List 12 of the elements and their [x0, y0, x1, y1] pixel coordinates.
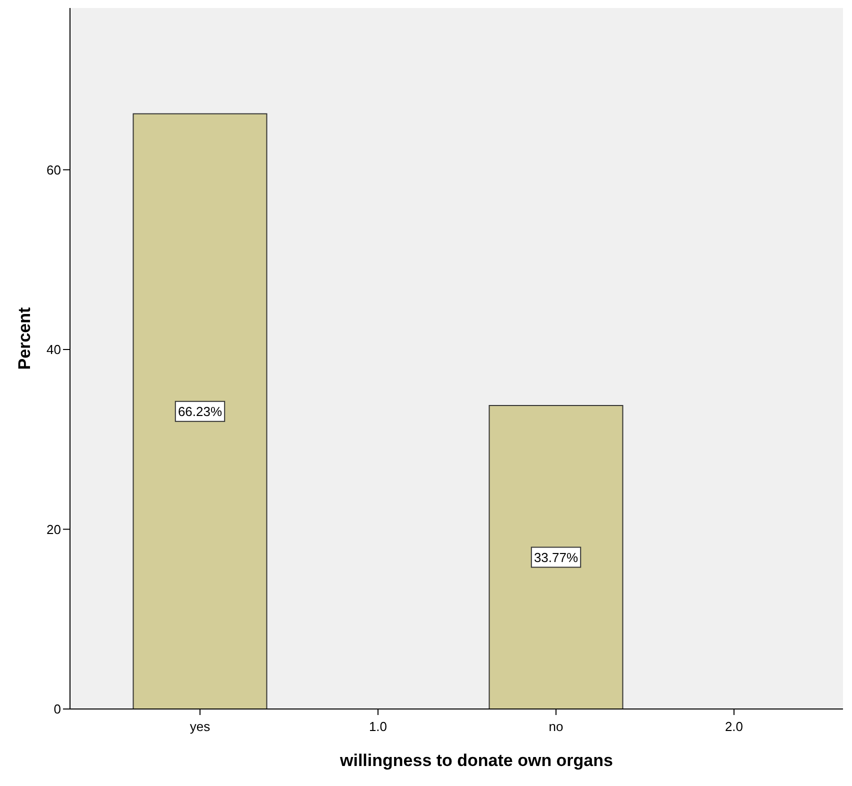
y-axis-title: Percent [15, 306, 34, 370]
x-axis-title: willingness to donate own organs [339, 751, 613, 770]
y-tick-label: 20 [46, 522, 61, 537]
data-label: 66.23% [178, 404, 222, 419]
x-tick-label: 2.0 [724, 719, 744, 734]
data-label: 33.77% [534, 550, 578, 565]
y-tick-label: 40 [46, 342, 61, 358]
y-tick-label: 0 [54, 702, 61, 716]
x-tick-label: 1.0 [368, 719, 388, 734]
x-tick-label: no [548, 719, 564, 734]
y-tick-label: 60 [46, 162, 61, 178]
x-tick-label: yes [190, 719, 211, 734]
